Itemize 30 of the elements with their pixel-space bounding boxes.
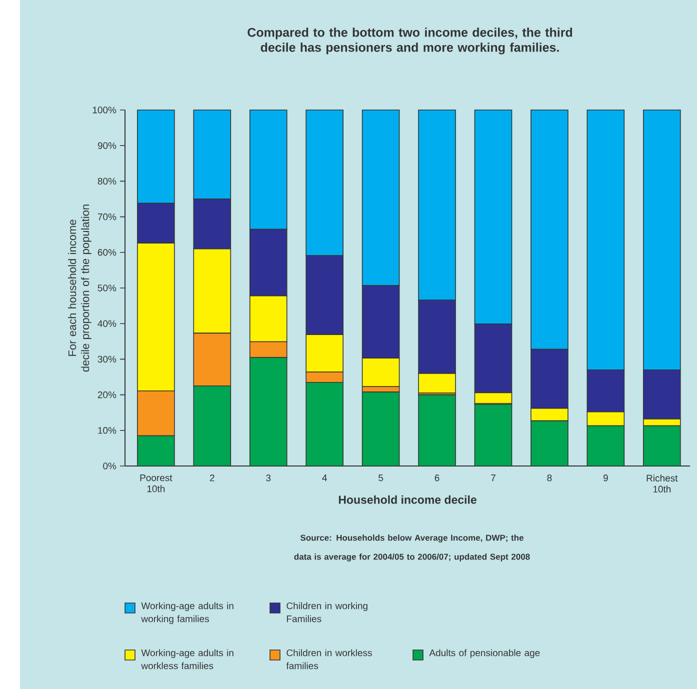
- x-tick-label: 7: [491, 474, 496, 482]
- x-tick-label: 6: [434, 474, 440, 482]
- legend-label: Working-age adults in working families: [141, 602, 234, 624]
- x-tick-label: 3: [266, 474, 271, 482]
- y-tick-label: 20%: [98, 391, 116, 398]
- y-axis-title: For each household income decile proportion of the population: [68, 204, 92, 372]
- y-tick-label: 10%: [98, 427, 116, 434]
- x-tick-label: 5: [378, 474, 384, 482]
- legend-label: Adults of pensionable age: [429, 649, 540, 658]
- x-tick-label: 4: [322, 474, 327, 482]
- x-tick-label: 2: [210, 474, 214, 482]
- y-tick-label: 80%: [98, 178, 116, 185]
- x-tick-label: Poorest 10th: [140, 474, 172, 492]
- x-tick-label: Richest 10th: [646, 474, 678, 493]
- x-tick-label: 9: [603, 474, 608, 482]
- legend-label: Working-age adults in workless families: [141, 649, 234, 670]
- y-tick-label: 50%: [98, 284, 116, 292]
- y-tick-label: 0%: [103, 462, 116, 470]
- x-axis-title: Household income decile: [338, 495, 476, 504]
- text: Source: Households below Average Income, DWP; the data is average for 2004/05 to 2006/07; updated Sept 2008: [294, 534, 530, 562]
- legend-label: Children in working Families: [286, 602, 368, 622]
- y-tick-label: 40%: [98, 320, 116, 327]
- chart-title: Compared to the bottom two income deciles, the third decile has pensioners and more working families.: [248, 28, 572, 54]
- x-tick-label: 8: [547, 474, 552, 482]
- y-tick-label: 100%: [92, 106, 116, 114]
- y-tick-label: 90%: [98, 142, 116, 149]
- y-tick-label: 60%: [98, 249, 116, 256]
- y-tick-label: 30%: [98, 356, 116, 363]
- y-tick-label: 70%: [98, 213, 116, 220]
- legend-label: Children in workless families: [286, 649, 372, 670]
